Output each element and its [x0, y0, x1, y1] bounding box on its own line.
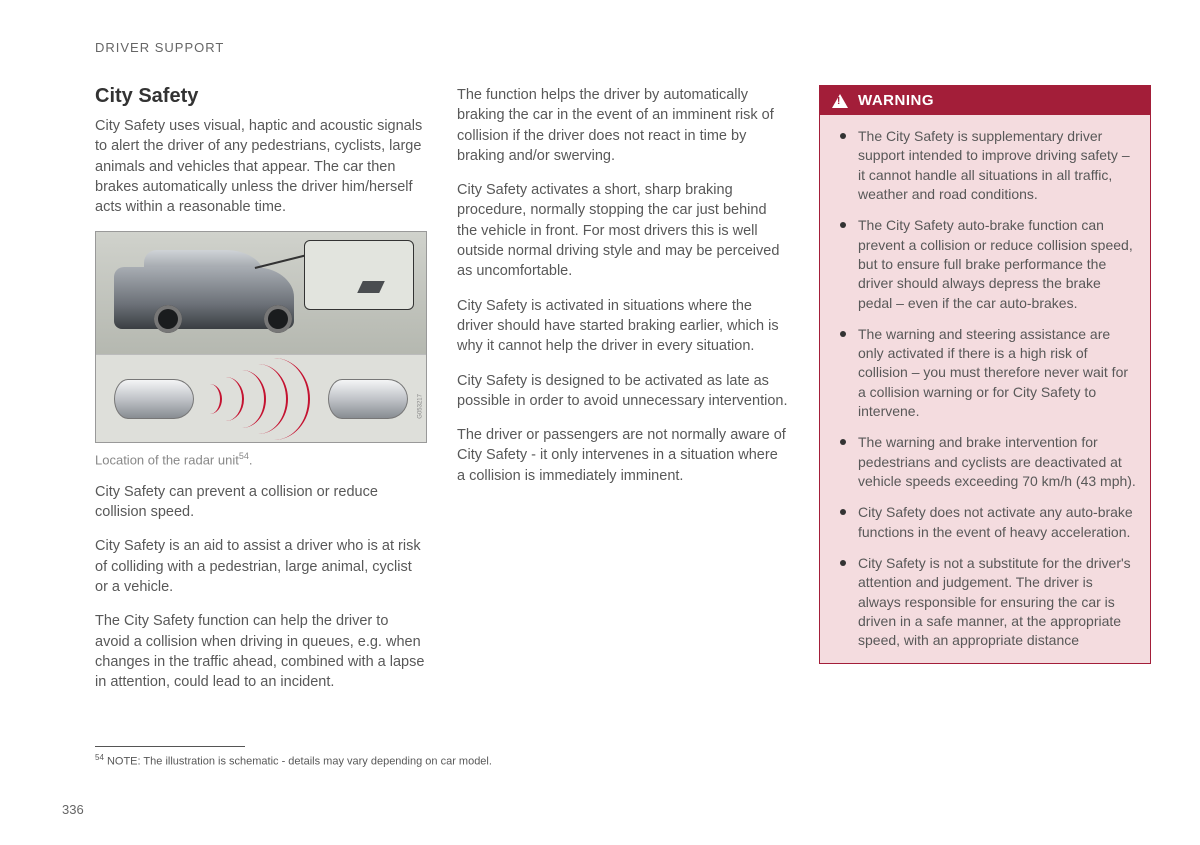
section-header: DRIVER SUPPORT: [95, 40, 1140, 55]
caption-text: Location of the radar unit: [95, 453, 239, 468]
page-title: City Safety: [95, 85, 427, 108]
warning-header: WARNING: [820, 86, 1150, 115]
footnote-text: NOTE: The illustration is schematic - de…: [104, 756, 492, 768]
car-topview-left: [114, 379, 194, 419]
content-columns: City Safety City Safety uses visual, hap…: [95, 85, 1140, 706]
warning-triangle-icon: [832, 94, 848, 108]
radar-arc-icon: [238, 358, 310, 440]
footnote-rule: [95, 746, 245, 747]
column-1: City Safety City Safety uses visual, hap…: [95, 85, 427, 706]
warning-list: The City Safety is supplementary driver …: [840, 127, 1136, 651]
warning-item: The warning and brake intervention for p…: [840, 433, 1136, 491]
column-3: WARNING The City Safety is supplementary…: [819, 85, 1151, 706]
page-number: 336: [62, 802, 84, 817]
body-paragraph: The City Safety function can help the dr…: [95, 611, 427, 692]
body-paragraph: City Safety is activated in situations w…: [457, 296, 789, 357]
intro-paragraph: City Safety uses visual, haptic and acou…: [95, 116, 427, 217]
warning-item: City Safety does not activate any auto-b…: [840, 503, 1136, 542]
column-2: The function helps the driver by automat…: [457, 85, 789, 706]
body-paragraph: City Safety is designed to be activated …: [457, 371, 789, 412]
wheel-rear: [264, 305, 292, 333]
callout-line: [255, 253, 312, 268]
radar-callout: [304, 240, 414, 310]
footnote-num: 54: [95, 753, 104, 762]
body-paragraph: The function helps the driver by automat…: [457, 85, 789, 166]
warning-item: The City Safety auto-brake function can …: [840, 216, 1136, 313]
caption-end: .: [249, 453, 253, 468]
car-body: [114, 267, 294, 329]
caption-sup: 54: [239, 451, 249, 461]
warning-title: WARNING: [858, 92, 934, 109]
footnote: 54 NOTE: The illustration is schematic -…: [95, 753, 1140, 768]
warning-item: The warning and steering assistance are …: [840, 325, 1136, 422]
radar-illustration: G053217: [95, 231, 427, 443]
body-paragraph: City Safety activates a short, sharp bra…: [457, 180, 789, 281]
warning-item: The City Safety is supplementary driver …: [840, 127, 1136, 204]
figure-top-panel: [96, 232, 426, 354]
figure-caption: Location of the radar unit54.: [95, 451, 427, 467]
wheel-front: [154, 305, 182, 333]
warning-body: The City Safety is supplementary driver …: [820, 115, 1150, 663]
body-paragraph: The driver or passengers are not normall…: [457, 425, 789, 486]
body-paragraph: City Safety is an aid to assist a driver…: [95, 536, 427, 597]
figure-code: G053217: [418, 394, 424, 419]
warning-box: WARNING The City Safety is supplementary…: [819, 85, 1151, 664]
car-topview-right: [328, 379, 408, 419]
figure-bottom-panel: G053217: [96, 354, 426, 442]
warning-item: City Safety is not a substitute for the …: [840, 554, 1136, 651]
body-paragraph: City Safety can prevent a collision or r…: [95, 482, 427, 523]
